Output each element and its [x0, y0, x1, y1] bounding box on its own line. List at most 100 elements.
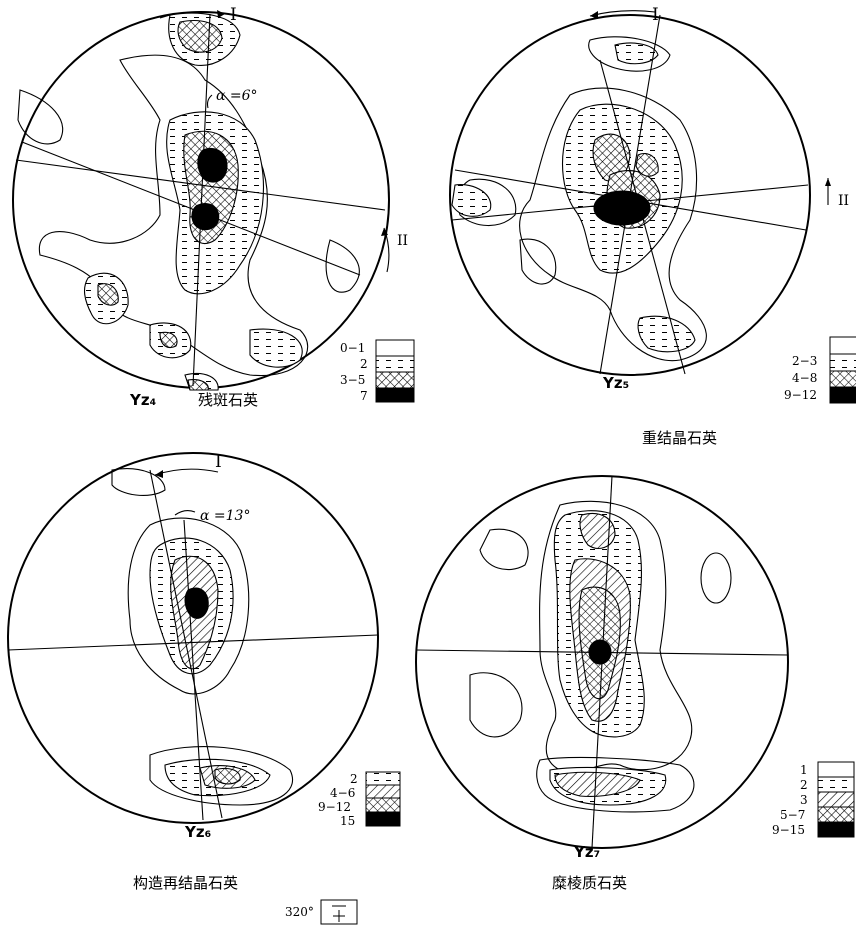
contour-level-1: [17, 89, 64, 145]
legend-label: 3−5: [340, 373, 365, 387]
legend: 2 4−6 9−12 15: [318, 771, 401, 828]
legend-swatch: [375, 355, 415, 373]
angle-label: α =6°: [216, 88, 258, 104]
legend-label: 2: [800, 778, 808, 792]
contour-level-2: [249, 328, 303, 368]
axis-line: [599, 59, 686, 375]
legend-label: 9−12: [784, 388, 817, 402]
legend-label: 1: [800, 763, 808, 777]
axis-line: [15, 159, 386, 211]
contour-level-1: [519, 238, 557, 285]
legend-swatch: [365, 797, 401, 813]
contour-level-2: [637, 315, 696, 353]
stereonet-yz4: I II α =6° Yz₄ 残斑石英 0−1 2 3−5 7: [12, 5, 415, 409]
legend-swatch: [365, 811, 401, 827]
contour-level-1: [700, 552, 732, 604]
axis-line: [149, 469, 223, 819]
axis-line: [7, 634, 379, 651]
legend-swatch: [829, 336, 856, 355]
orientation-marker: 320°: [285, 899, 358, 925]
contour-level-1: [479, 528, 529, 570]
sample-label: Yz₅: [602, 374, 629, 392]
density-maximum: [197, 147, 228, 183]
axis-line: [183, 519, 204, 821]
contour-level-3: [579, 513, 616, 549]
stereonet-yz6: I α =13° Yz₆ 构造再结晶石英 2 4−6 9−12 15 320°: [7, 452, 401, 925]
orientation-box: [320, 899, 358, 925]
arrowhead-icon: [155, 470, 163, 478]
density-maximum: [184, 587, 209, 619]
axis-label-top: I: [652, 5, 659, 25]
legend-swatch: [365, 784, 401, 799]
legend-swatch: [817, 821, 855, 838]
contour-level-1: [469, 672, 523, 738]
legend-swatch: [817, 776, 855, 793]
diagram-caption: 构造再结晶石英: [133, 874, 238, 892]
legend-label: 9−15: [772, 823, 805, 837]
legend: 2−3 4−8 9−12: [784, 336, 856, 404]
sample-label: Yz₄: [129, 391, 156, 409]
axis-label-side: II: [838, 193, 849, 209]
stereonet-yz5: I II Yz₅ 重结晶石英 2−3 4−8 9−12: [449, 5, 856, 447]
legend-label: 9−12: [318, 800, 351, 814]
axis-line: [451, 184, 809, 221]
legend-label: 15: [340, 814, 355, 828]
contour-level-1: [539, 500, 693, 772]
legend-swatch: [375, 339, 415, 357]
contour-level-4: [214, 767, 241, 785]
contour-level-3: [97, 283, 119, 306]
legend-swatch: [817, 791, 855, 808]
legend-label: 4−8: [792, 371, 817, 385]
angle-label: α =13°: [200, 508, 250, 524]
arrowhead-icon: [217, 10, 225, 18]
axis-line: [21, 141, 361, 276]
diagram-caption: 重结晶石英: [642, 429, 717, 447]
sample-label: Yz₇: [573, 843, 600, 861]
legend-swatch: [375, 387, 415, 403]
axis-label-top: I: [215, 452, 222, 472]
contour-level-1: [588, 36, 671, 72]
arrowhead-icon: [590, 11, 598, 19]
contour-level-1: [149, 746, 294, 806]
angle-arc: [174, 509, 196, 516]
legend-swatch: [375, 371, 415, 389]
arrowhead-icon: [381, 228, 388, 236]
axis-label-side: II: [397, 233, 408, 249]
legend-label: 4−6: [330, 786, 355, 800]
orientation-label: 320°: [285, 905, 314, 919]
arrowhead-icon: [825, 178, 831, 186]
diagram-caption: 糜棱质石英: [552, 874, 627, 892]
contour-level-2: [451, 184, 492, 217]
stereonet-yz7: Yz₇ 糜棱质石英 1 2 3 5−7 9−15: [415, 475, 855, 892]
net-circle: [7, 452, 379, 824]
legend: 1 2 3 5−7 9−15: [772, 761, 855, 838]
legend-swatch: [829, 353, 856, 372]
legend-swatch: [817, 806, 855, 823]
sample-label: Yz₆: [184, 823, 211, 841]
axis-line: [591, 475, 613, 849]
legend-label: 5−7: [780, 808, 805, 822]
legend-label: 2: [350, 772, 358, 786]
contour-level-3: [554, 771, 641, 797]
contour-level-1: [325, 239, 360, 293]
contour-level-1: [127, 517, 250, 695]
contour-level-1: [111, 468, 166, 496]
net-circle: [449, 14, 811, 376]
legend-swatch: [829, 386, 856, 404]
angle-arc: [206, 94, 213, 109]
density-maximum: [593, 190, 651, 226]
legend: 0−1 2 3−5 7: [340, 339, 415, 403]
legend-label: 0−1: [340, 341, 365, 355]
legend-label: 7: [360, 389, 368, 403]
axis-label-top: I: [230, 5, 237, 25]
contour-level-3: [635, 153, 659, 177]
axis-line: [415, 649, 789, 656]
axis-line: [599, 14, 661, 375]
legend-label: 2−3: [792, 354, 817, 368]
legend-label: 2: [360, 357, 368, 371]
contour-level-2: [614, 42, 659, 65]
legend-label: 3: [800, 793, 808, 807]
legend-swatch: [365, 771, 401, 786]
